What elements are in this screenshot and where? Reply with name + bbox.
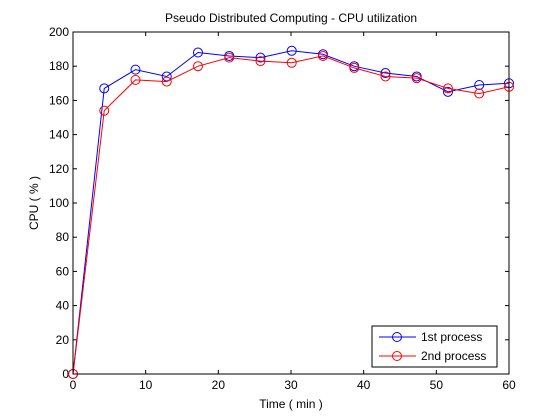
data-point-1st-process [161,71,172,82]
y-tick-label: 60 [56,264,70,278]
data-point-2nd-process [411,73,422,84]
legend-label-1st-process: 1st process [421,330,482,344]
series-line-2nd-process [72,55,510,375]
x-tick-label: 40 [357,378,371,392]
x-tick-label: 60 [502,378,516,392]
y-tick-label: 40 [56,299,70,313]
data-point-1st-process [130,64,141,75]
legend: 1st process 2nd process [371,325,498,368]
y-tick-label: 180 [49,59,69,73]
series-line-1st-process [72,50,510,375]
y-tick-label: 80 [56,230,70,244]
data-point-2nd-process [317,50,328,61]
data-point-1st-process [442,86,453,97]
data-point-2nd-process [255,56,266,67]
data-point-1st-process [380,68,391,79]
y-tick-label: 120 [49,162,69,176]
y-axis-label: CPU ( % ) [27,176,41,230]
data-point-1st-process [255,52,266,63]
y-tick-label: 160 [49,93,69,107]
data-point-2nd-process [192,61,203,72]
data-point-2nd-process [130,74,141,85]
data-point-2nd-process [349,62,360,73]
data-point-2nd-process [380,71,391,82]
data-point-2nd-process [286,57,297,68]
y-tick-label: 20 [56,333,70,347]
x-tick-label: 10 [139,378,153,392]
chart-title: Pseudo Distributed Computing - CPU utili… [165,11,417,25]
x-axis-label: Time ( min ) [259,397,323,411]
data-point-2nd-process [99,105,110,116]
data-point-1st-process [286,45,297,56]
y-tick-label: 200 [49,25,69,39]
plot-frame [72,31,510,375]
legend-marker-1st-process [392,332,402,342]
data-point-2nd-process [442,83,453,94]
series-layer [68,45,514,379]
data-point-2nd-process [224,52,235,63]
x-tick-label: 0 [70,378,77,392]
legend-box [371,325,498,368]
axis-ticks: 0 10 20 30 40 50 60 0 20 40 60 80 100 120 140 160 180 200 [49,25,516,392]
x-tick-label: 20 [212,378,226,392]
data-point-2nd-process [161,76,172,87]
data-point-1st-process [99,83,110,94]
plot-area [73,32,509,374]
data-point-2nd-process [474,88,485,99]
data-point-1st-process [192,47,203,58]
x-tick-label: 30 [284,378,298,392]
y-tick-label: 140 [49,128,69,142]
legend-marker-2nd-process [392,351,402,361]
y-tick-label: 100 [49,196,69,210]
x-tick-label: 50 [430,378,444,392]
legend-label-2nd-process: 2nd process [421,349,486,363]
y-tick-label: 0 [62,367,69,381]
